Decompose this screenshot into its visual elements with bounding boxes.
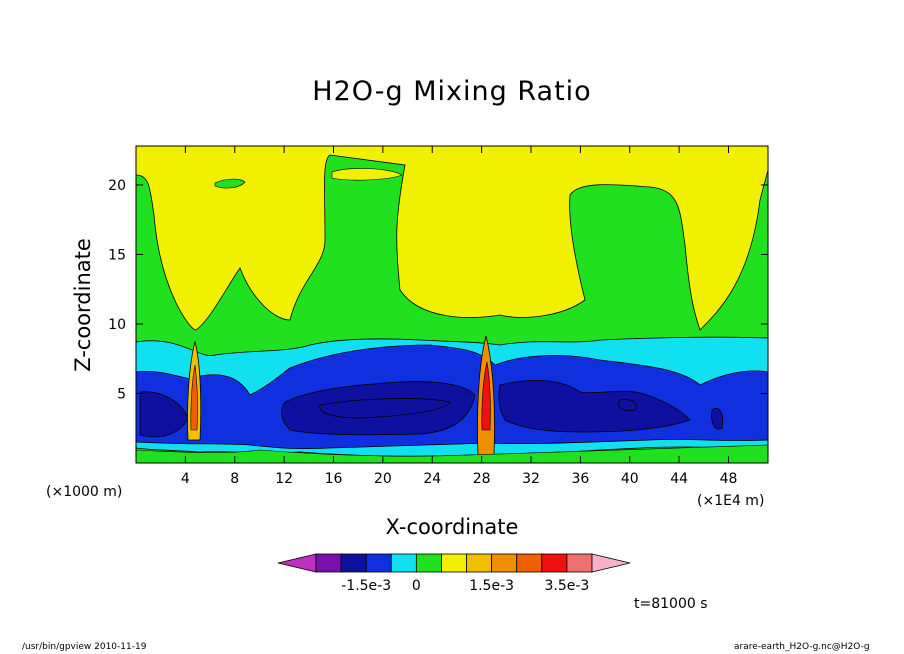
plot-frame [135, 145, 769, 464]
x-tick-label: 36 [571, 471, 589, 487]
time-label: t=81000 s [634, 596, 708, 612]
colorbar-label: 1.5e-3 [469, 578, 514, 594]
x-axis-label: X-coordinate [385, 515, 519, 539]
x-tick-label: 8 [230, 471, 239, 487]
colorbar-swatch [277, 553, 317, 573]
colorbar-label: -1.5e-3 [341, 578, 391, 594]
chart-title: H2O-g Mixing Ratio [312, 76, 592, 107]
x-tick-label: 12 [275, 471, 293, 487]
contour-band-bottom [136, 444, 768, 463]
contour-field [136, 146, 768, 463]
colorbar-swatch [315, 553, 342, 573]
y-tick-label: 5 [117, 386, 126, 402]
colorbar-swatch [390, 553, 417, 573]
x-unit-left: (×1000 m) [46, 484, 123, 500]
colorbar-label: 0 [412, 578, 421, 594]
x-tick-label: 32 [522, 471, 540, 487]
colorbar-swatch [516, 553, 543, 573]
x-tick-label: 28 [473, 471, 491, 487]
island [331, 168, 403, 181]
column-right-core [481, 361, 491, 431]
x-tick-label: 16 [325, 471, 343, 487]
colorbar-swatch [491, 553, 518, 573]
colorbar-swatch [441, 553, 467, 573]
colorbar-swatch [466, 553, 493, 573]
colorbar-swatch [340, 553, 367, 573]
island [214, 178, 246, 189]
y-tick-label: 10 [108, 317, 126, 333]
footer-left: /usr/bin/gpview 2010-11-19 [22, 642, 147, 652]
colorbar-label: 3.5e-3 [544, 578, 589, 594]
x-tick-label: 48 [720, 471, 738, 487]
x-tick-label: 4 [181, 471, 190, 487]
y-tick-label: 20 [108, 178, 126, 194]
x-tick-label: 20 [374, 471, 392, 487]
x-unit-right: (×1E4 m) [697, 493, 765, 509]
colorbar: -1.5e-3 0 1.5e-3 3.5e-3 [277, 553, 631, 594]
colorbar-swatch [365, 553, 392, 573]
column-left-core [190, 364, 198, 431]
colorbar-swatch [566, 553, 593, 573]
colorbar-swatch [591, 553, 631, 573]
y-tick-label: 15 [108, 247, 126, 263]
footer-right: arare-earth_H2O-g.nc@H2O-g [734, 642, 870, 652]
x-tick-label: 40 [621, 471, 639, 487]
x-axis-ticks: 4 8 12 16 20 24 28 32 36 40 44 48 [181, 146, 738, 487]
contour-band-purple [319, 398, 637, 419]
x-tick-label: 24 [423, 471, 441, 487]
colorbar-swatch [541, 553, 568, 573]
y-axis-ticks: 5 10 15 20 [108, 178, 768, 402]
colorbar-swatch [415, 553, 442, 573]
x-tick-label: 44 [670, 471, 688, 487]
